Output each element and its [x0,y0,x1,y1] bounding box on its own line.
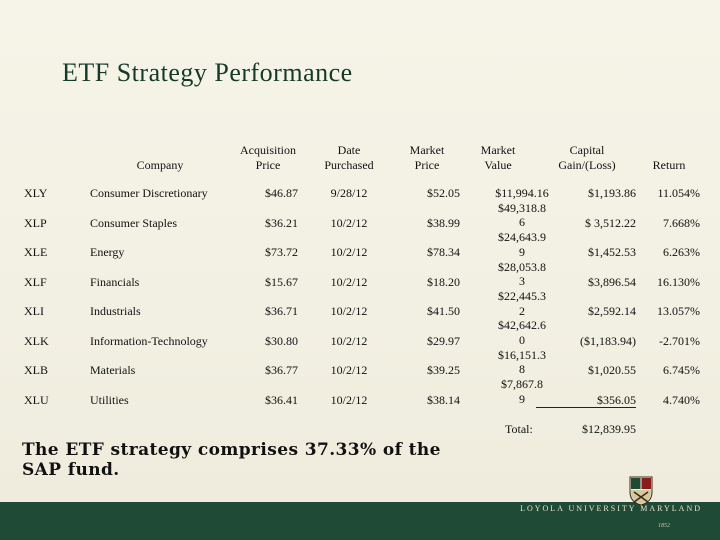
cell-date-purchased: 10/2/12 [330,363,368,377]
header-acquisition-price: Acquisition Price [232,143,304,173]
cell-acquisition-price: $46.87 [265,186,298,200]
cell-capital-gain: $1,020.55 [588,363,636,377]
cell-ticker: XLP [24,215,47,230]
cell-date-purchased: 9/28/12 [330,186,368,200]
total-value: $12,839.95 [582,422,636,436]
market-value-line: $11,994.16 [495,186,549,200]
header-line: Gain/(Loss) [558,158,616,172]
cell-company: Consumer Discretionary [90,186,208,200]
header-line: Price [414,158,440,172]
header-market-value: Market Value [468,143,528,173]
slide-title: ETF Strategy Performance [62,58,353,87]
cell-capital-gain: $1,193.86 [588,186,636,200]
cell-acquisition-price: $36.21 [265,215,298,230]
cell-capital-gain: $3,896.54 [588,274,636,289]
cell-company: Consumer Staples [90,215,177,230]
cell-ticker: XLB [24,363,48,377]
cell-date-purchased: 10/2/12 [330,245,368,259]
header-line: Acquisition [240,143,296,157]
cell-ticker: XLI [24,304,44,318]
header-line: Price [255,158,281,172]
cell-acquisition-price: $73.72 [265,245,298,259]
cell-company: Utilities [90,392,129,407]
total-rule [536,407,636,408]
header-company: Company [136,158,184,172]
cell-company: Materials [90,363,136,377]
cell-ticker: XLU [24,392,49,407]
header-market-price: Market Price [397,143,457,173]
cell-ticker: XLK [24,333,49,348]
market-value-line: 8 [519,362,525,377]
market-value-line: $7,867.8 [501,377,543,392]
cell-acquisition-price: $15.67 [265,274,298,289]
cell-market-price: $38.14 [427,392,460,407]
cell-market-price: $18.20 [427,274,460,289]
cell-date-purchased: 10/2/12 [330,333,368,348]
cell-return: 6.263% [663,245,700,259]
cell-ticker: XLE [24,245,48,259]
header-line: Value [484,158,512,172]
header-line: Date [337,143,361,157]
cell-ticker: XLF [24,274,47,289]
cell-capital-gain: $ 3,512.22 [585,215,636,230]
cell-capital-gain: $356.05 [597,392,636,407]
university-year: 1852 [658,523,670,529]
cell-ticker: XLY [24,186,48,200]
footnote: The ETF strategy comprises 37.33% of the… [22,440,441,480]
market-value-line: 6 [519,215,525,230]
market-value-line: $16,151.3 [498,347,546,362]
market-value-column: $11,994.16 $49,318.8 6 $24,643.9 9 $28,053.8 3… [482,186,562,407]
cell-return: 11.054% [657,186,700,200]
market-value-line: 9 [519,391,525,406]
cell-market-price: $38.99 [427,215,460,230]
cell-date-purchased: 10/2/12 [330,304,368,318]
header-line: Market [480,143,516,157]
cell-market-price: $39.25 [427,363,460,377]
header-line: Market [409,143,445,157]
cell-acquisition-price: $36.41 [265,392,298,407]
cell-return: -2.701% [659,333,700,348]
cell-return: 6.745% [663,363,700,377]
cell-market-price: $29.97 [427,333,460,348]
university-crest-icon [629,476,653,506]
header-date-purchased: Date Purchased [314,143,384,173]
header-line: Capital [569,143,605,157]
market-value-line: 3 [519,274,525,289]
cell-market-price: $41.50 [427,304,460,318]
market-value-line: $24,643.9 [498,230,546,245]
cell-return: 4.740% [663,392,700,407]
cell-capital-gain: $1,452.53 [588,245,636,259]
cell-date-purchased: 10/2/12 [330,392,368,407]
cell-company: Information-Technology [90,333,208,348]
cell-acquisition-price: $36.77 [265,363,298,377]
market-value-line: 2 [519,303,525,318]
total-label: Total: [505,422,533,436]
cell-company: Financials [90,274,140,289]
cell-market-price: $78.34 [427,245,460,259]
header-return: Return [652,158,686,172]
footer-bar [0,502,720,540]
cell-date-purchased: 10/2/12 [330,215,368,230]
cell-capital-gain: ($1,183.94) [580,333,636,348]
market-value-line: $49,318.8 [498,200,546,215]
cell-acquisition-price: $36.71 [265,304,298,318]
cell-acquisition-price: $30.80 [265,333,298,348]
cell-market-price: $52.05 [427,186,460,200]
market-value-line: $22,445.3 [498,288,546,303]
cell-return: 16.130% [657,274,700,289]
cell-return: 13.057% [657,304,700,318]
header-capital-gain: Capital Gain/(Loss) [546,143,628,173]
cell-return: 7.668% [663,215,700,230]
cell-company: Industrials [90,304,141,318]
market-value-line: $28,053.8 [498,259,546,274]
market-value-line: 0 [519,333,525,348]
market-value-line: 9 [519,244,525,259]
header-line: Purchased [324,158,374,172]
cell-date-purchased: 10/2/12 [330,274,368,289]
cell-capital-gain: $2,592.14 [588,304,636,318]
market-value-line: $42,642.6 [498,318,546,333]
cell-company: Energy [90,245,125,259]
university-name: LOYOLA UNIVERSITY MARYLAND [520,504,702,513]
